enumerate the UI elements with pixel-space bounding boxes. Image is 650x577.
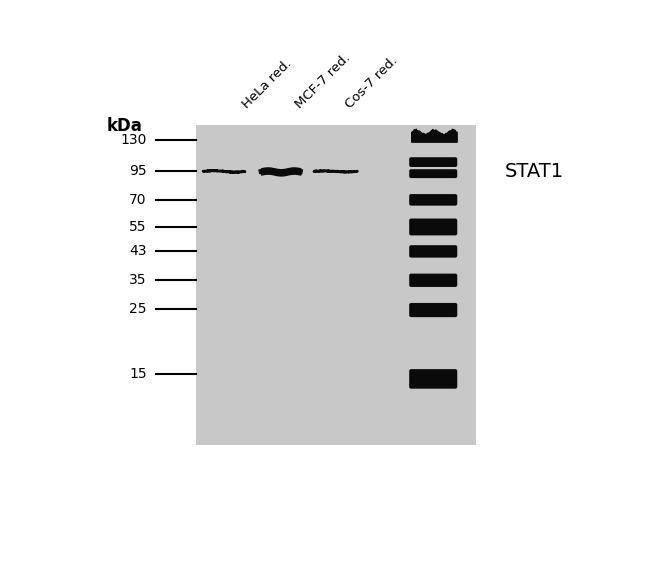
Text: 95: 95 [129,164,147,178]
FancyBboxPatch shape [410,157,457,167]
FancyBboxPatch shape [410,194,457,205]
Text: 55: 55 [129,220,147,234]
Text: MCF-7 red.: MCF-7 red. [292,51,353,111]
Text: 70: 70 [129,193,147,207]
Text: 25: 25 [129,302,147,316]
FancyBboxPatch shape [410,219,457,235]
Text: 35: 35 [129,273,147,287]
Text: 15: 15 [129,366,147,381]
Text: 43: 43 [129,245,147,258]
FancyBboxPatch shape [410,245,457,257]
Text: HeLa red.: HeLa red. [240,57,294,111]
FancyBboxPatch shape [410,169,457,178]
Text: 130: 130 [120,133,147,147]
Text: STAT1: STAT1 [504,162,564,181]
Text: Cos-7 red.: Cos-7 red. [343,54,400,111]
FancyBboxPatch shape [410,369,457,389]
Text: kDa: kDa [106,117,142,135]
FancyBboxPatch shape [196,125,476,445]
FancyBboxPatch shape [410,303,457,317]
FancyBboxPatch shape [410,273,457,287]
